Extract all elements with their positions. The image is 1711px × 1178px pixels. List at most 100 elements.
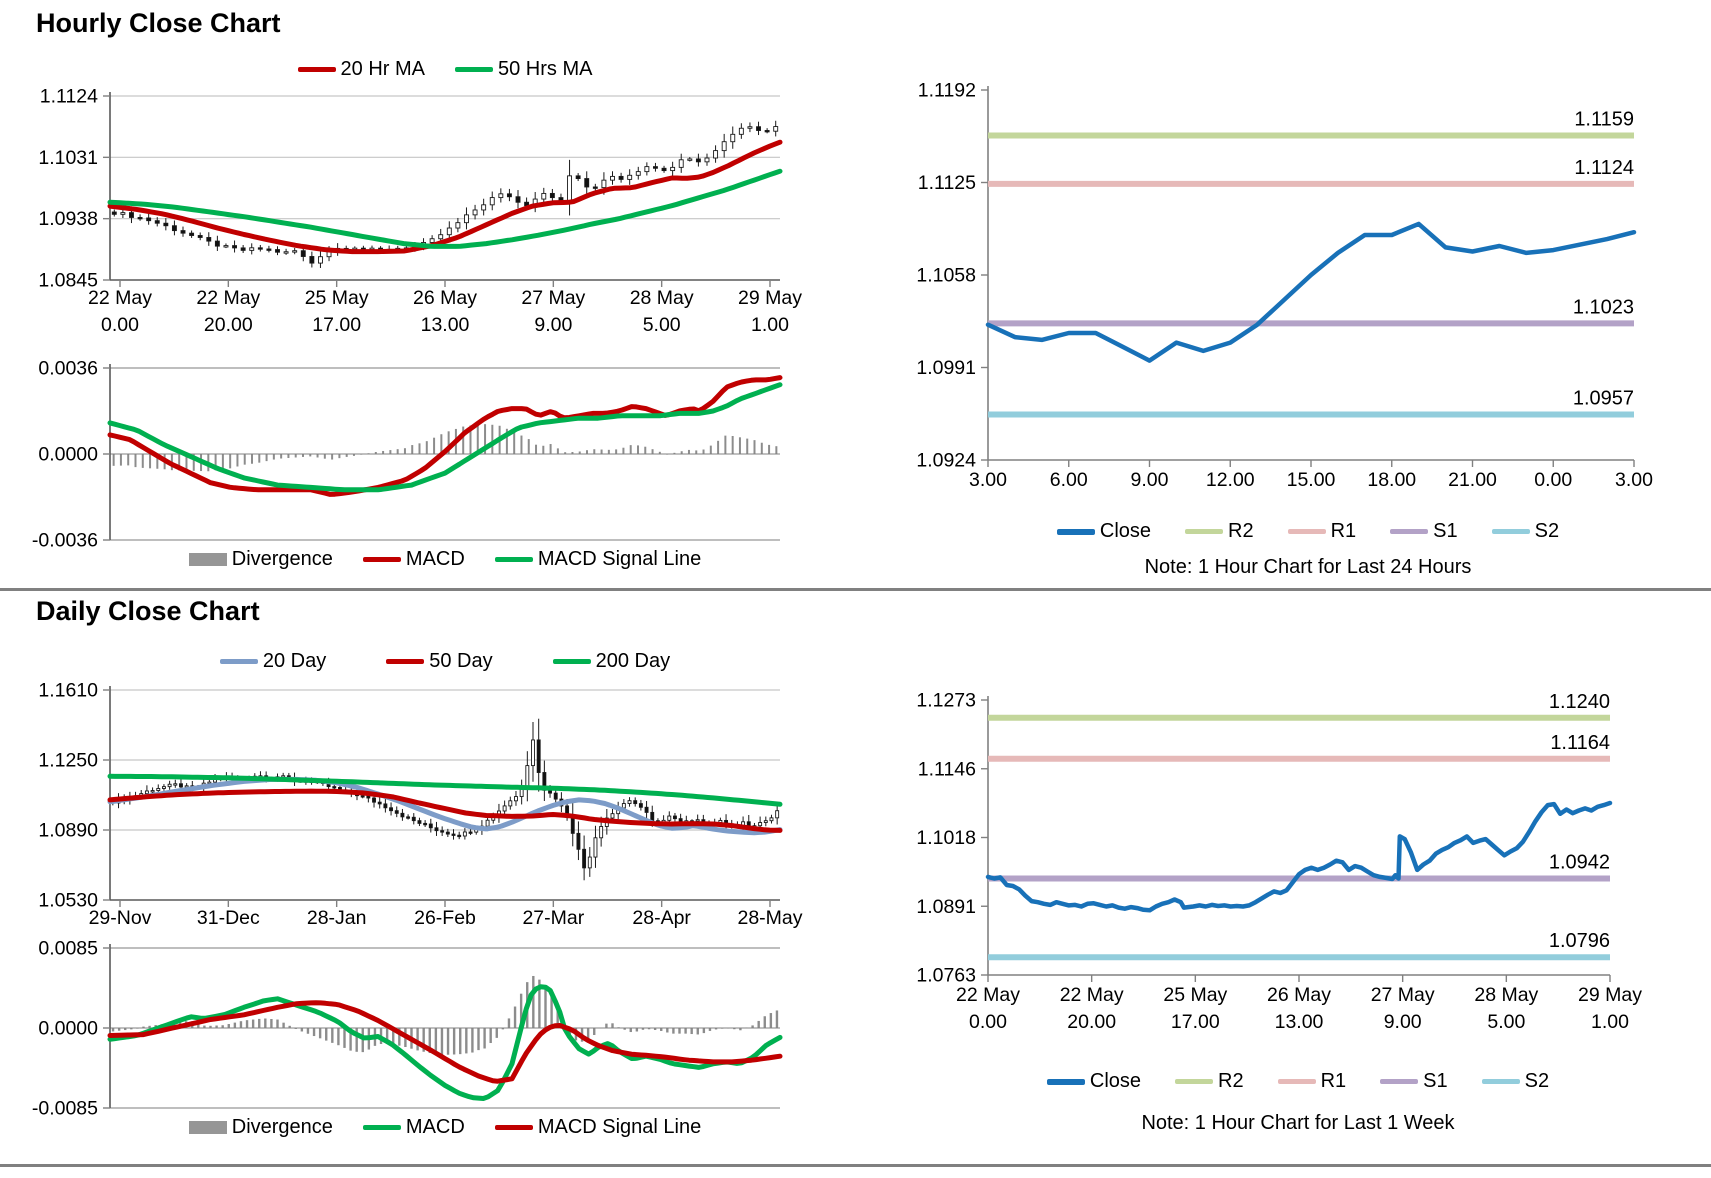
legend-item-r2: R2	[1175, 1070, 1244, 1093]
y-tick-label: 1.1031	[38, 147, 98, 169]
legend-item-s1: S1	[1380, 1070, 1448, 1093]
legend-label: R2	[1228, 520, 1254, 542]
legend-label: R1	[1320, 1070, 1347, 1092]
legend-label: MACD Signal Line	[537, 548, 702, 570]
legend-label: Close	[1099, 520, 1152, 542]
s1-swatch-icon	[1380, 1079, 1419, 1084]
x-tick-label: 15.00	[1287, 469, 1336, 491]
legend-item-50day: 50 Day	[386, 650, 493, 673]
x-tick-label: 17.00	[1171, 1011, 1220, 1033]
legend-label: Divergence	[231, 1116, 333, 1138]
legend-item-macd-signal: MACD Signal Line	[494, 548, 702, 571]
y-tick-label: 1.0845	[38, 270, 98, 292]
y-tick-label: 0.0085	[38, 938, 98, 960]
50day-swatch-icon	[386, 659, 425, 664]
x-tick-label: 29-Nov	[89, 907, 152, 929]
y-tick-label: 1.0891	[916, 896, 976, 918]
daily-price-series-50-day	[107, 788, 783, 833]
legend-label: Divergence	[231, 548, 333, 570]
x-tick-label: 28 May	[1474, 984, 1538, 1006]
y-tick-label: 1.1250	[38, 750, 98, 772]
daily-sr-close-line	[985, 800, 1613, 913]
y-tick-label: 1.0890	[38, 820, 98, 842]
y-tick-label: -0.0085	[32, 1098, 98, 1120]
y-tick-label: 1.0530	[38, 890, 98, 912]
hourly-sr-level-label-s1: 1.1023	[1573, 296, 1634, 318]
hourly-macd-series-macd	[107, 375, 783, 497]
y-tick-label: 1.1273	[916, 690, 976, 712]
y-tick-label: 1.0938	[38, 208, 98, 230]
x-tick-label: 22 May	[196, 287, 260, 309]
legend-item-r2: R2	[1185, 520, 1254, 543]
x-tick-label: 9.00	[1384, 1011, 1422, 1033]
close-swatch-icon	[1046, 1078, 1085, 1085]
legend-label: S1	[1433, 520, 1458, 542]
daily-sr-legend: Close R2 R1 S1 S2	[958, 1070, 1638, 1093]
x-tick-label: 13.00	[1275, 1011, 1324, 1033]
y-tick-label: 1.0991	[916, 357, 976, 379]
legend-item-macd: MACD	[362, 1116, 465, 1139]
x-tick-label: 27-Mar	[522, 907, 584, 929]
hourly-macd-legend: Divergence MACD MACD Signal Line	[110, 548, 780, 571]
20day-swatch-icon	[219, 659, 258, 664]
legend-label: MACD Signal Line	[537, 1116, 702, 1138]
r2-swatch-icon	[1185, 529, 1224, 534]
x-tick-label: 22 May	[88, 287, 152, 309]
daily-sr-level-label-r2: 1.1240	[1549, 691, 1610, 713]
x-tick-label: 0.00	[101, 314, 139, 336]
x-tick-label: 20.00	[1067, 1011, 1116, 1033]
y-tick-label: 0.0000	[38, 1018, 98, 1040]
daily-sr-level-label-s2: 1.0796	[1549, 930, 1610, 952]
x-tick-label: 28 May	[630, 287, 694, 309]
y-tick-label: 1.1192	[918, 80, 976, 102]
legend-label: 200 Day	[595, 650, 671, 672]
legend-label: Close	[1089, 1070, 1142, 1092]
legend-label: 50 Day	[429, 650, 493, 672]
legend-item-s2: S2	[1481, 1070, 1549, 1093]
daily-sr-level-label-s1: 1.0942	[1549, 851, 1610, 873]
x-tick-label: 5.00	[1487, 1011, 1525, 1033]
y-tick-label: 1.1124	[40, 86, 98, 108]
r1-swatch-icon	[1287, 529, 1326, 534]
x-tick-label: 13.00	[421, 314, 470, 336]
y-tick-label: 1.1125	[918, 172, 976, 194]
hourly-ma-legend: 20 Hr MA 50 Hrs MA	[110, 58, 780, 81]
legend-label: R1	[1330, 520, 1357, 542]
daily-price-candles	[110, 718, 780, 881]
hourly-price-series-50-hrs-ma	[107, 168, 783, 249]
hourly-macd-plot: 0.0036 0.0000 -0.0036	[32, 358, 783, 552]
y-tick-label: 1.1058	[916, 265, 976, 287]
daily-section-title: Daily Close Chart	[36, 596, 260, 626]
hourly-sr-level-label-r2: 1.1159	[1574, 109, 1634, 131]
hourly-sr-note: Note: 1 Hour Chart for Last 24 Hours	[1144, 556, 1472, 578]
x-tick-label: 29 May	[738, 287, 802, 309]
s1-swatch-icon	[1390, 529, 1429, 534]
macd-signal-swatch-icon	[494, 1125, 533, 1130]
daily-sr-note: Note: 1 Hour Chart for Last 1 Week	[1141, 1112, 1455, 1134]
legend-label: 50 Hrs MA	[498, 58, 593, 80]
legend-item-divergence: Divergence	[188, 548, 333, 571]
divergence-swatch-icon	[188, 1121, 227, 1134]
x-tick-label: 0.00	[1534, 469, 1572, 491]
legend-label: 20 Day	[262, 650, 327, 672]
50hr-ma-swatch-icon	[455, 67, 493, 72]
20hr-ma-swatch-icon	[297, 67, 336, 72]
legend-item-r1: R1	[1277, 1070, 1347, 1093]
hourly-macd-series-macd-signal-line	[107, 382, 783, 493]
x-tick-label: 26 May	[413, 287, 477, 309]
x-tick-label: 29 May	[1578, 984, 1642, 1006]
x-tick-label: 0.00	[969, 1011, 1007, 1033]
x-tick-label: 20.00	[204, 314, 253, 336]
close-swatch-icon	[1056, 528, 1095, 535]
x-tick-label: 17.00	[312, 314, 361, 336]
macd-swatch-icon	[362, 557, 401, 562]
x-tick-label: 28-Apr	[632, 907, 691, 929]
200day-swatch-icon	[552, 659, 591, 664]
legend-label: S2	[1534, 520, 1560, 542]
x-tick-label: 28-May	[737, 907, 802, 929]
daily-price-series-200-day	[107, 773, 783, 807]
hourly-sr-level-label-s2: 1.0957	[1573, 387, 1634, 409]
